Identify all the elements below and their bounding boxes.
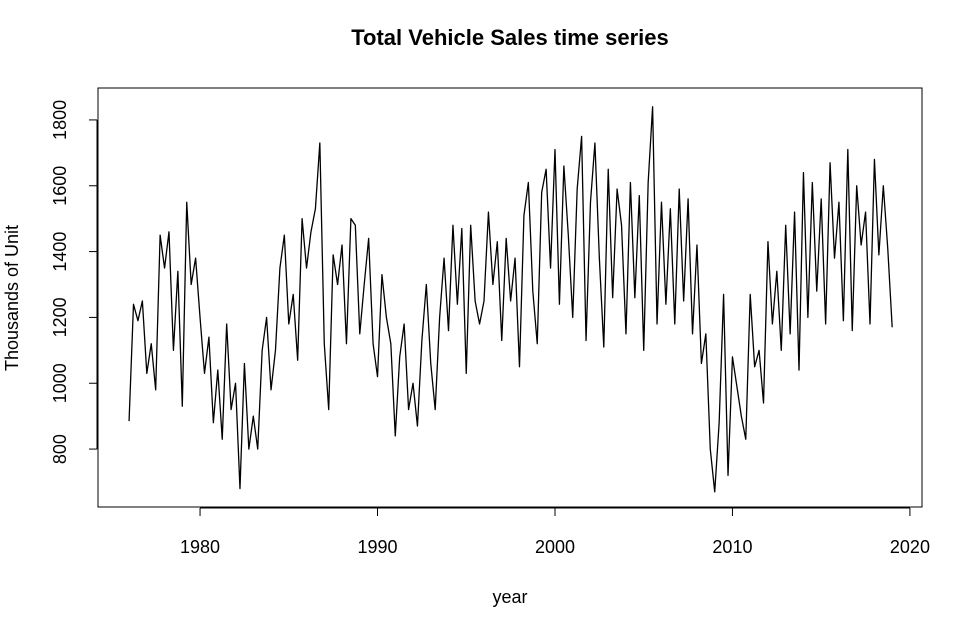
x-tick-label: 2010 [712,537,752,557]
y-tick-label: 800 [50,434,70,464]
y-tick-label: 1400 [50,232,70,272]
chart-title: Total Vehicle Sales time series [351,25,669,50]
x-axis-label: year [492,587,527,607]
y-tick-label: 1800 [50,100,70,140]
x-tick-label: 2000 [535,537,575,557]
y-tick-label: 1200 [50,297,70,337]
y-axis-label: Thousands of Unit [2,225,22,371]
x-tick-label: 2020 [890,537,930,557]
x-tick-label: 1990 [357,537,397,557]
y-tick-label: 1600 [50,166,70,206]
y-tick-label: 1000 [50,363,70,403]
x-tick-label: 1980 [180,537,220,557]
plot-frame [97,87,923,508]
series-line [128,106,893,493]
